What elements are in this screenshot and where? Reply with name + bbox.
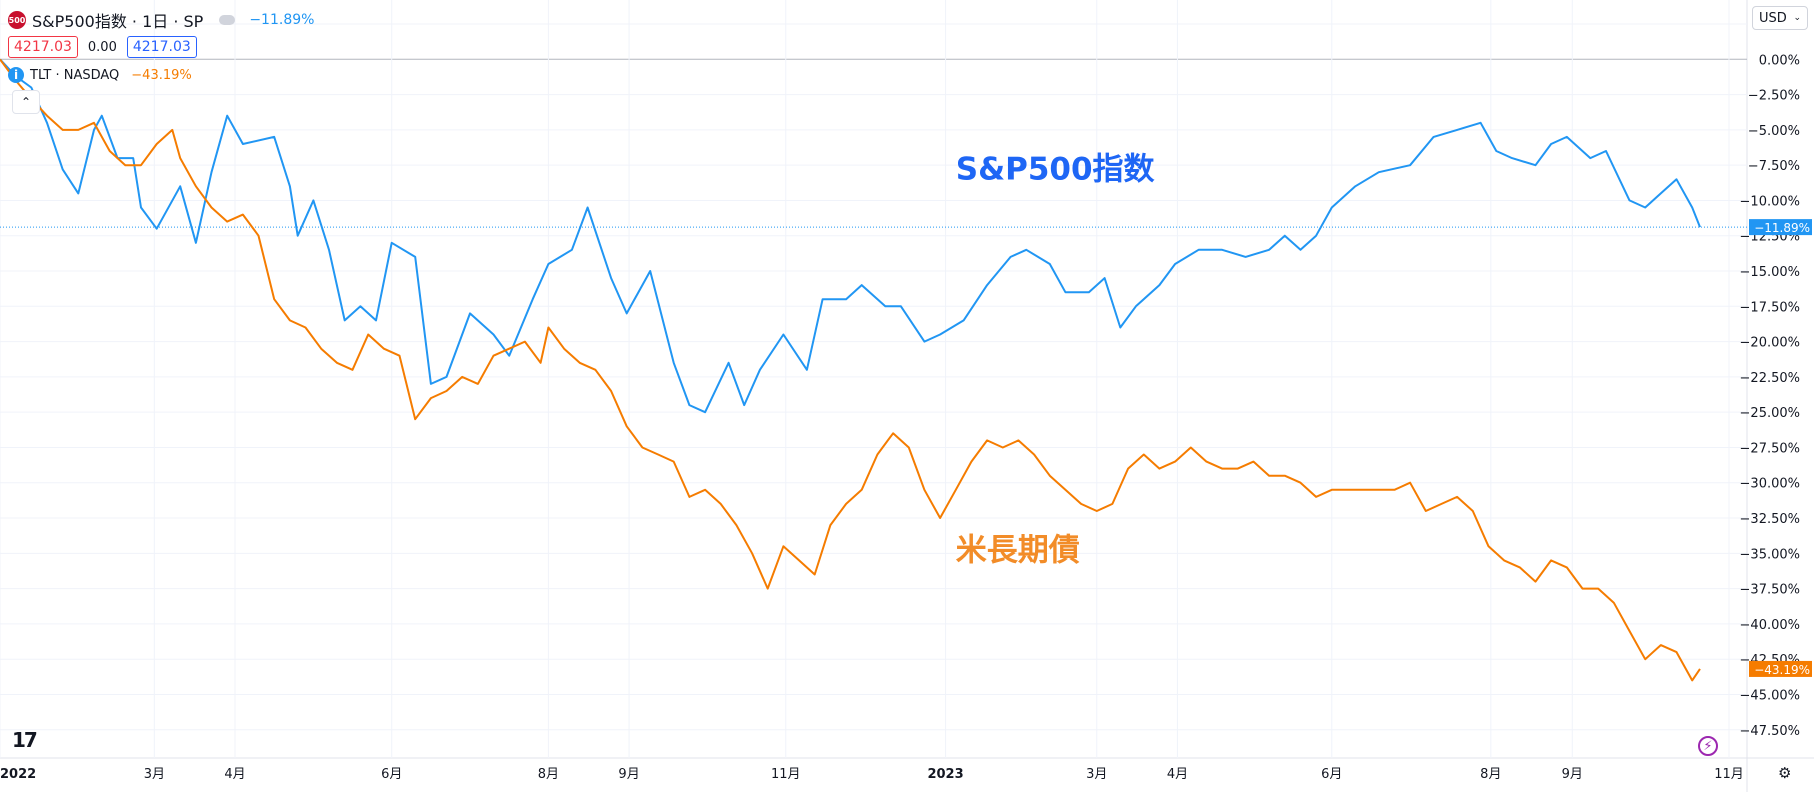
y-tick-label: −7.50% bbox=[1748, 159, 1800, 174]
sp500-logo: 500 bbox=[8, 11, 26, 29]
y-tick-label: −10.00% bbox=[1740, 194, 1800, 209]
x-axis: 2022 3月 4月 6月 8月 9月 11月 2023 3月 4月 6月 8月 9月 11月 bbox=[0, 767, 1744, 782]
tradingview-logo[interactable]: 17 bbox=[12, 728, 38, 752]
currency-select[interactable]: USD ⌄ bbox=[1752, 6, 1808, 30]
y-tick-label: −35.00% bbox=[1740, 547, 1800, 562]
y-tick-label: −37.50% bbox=[1740, 583, 1800, 598]
y-tick-label: −20.00% bbox=[1740, 336, 1800, 351]
info-icon[interactable]: i bbox=[8, 67, 24, 83]
x-tick-label: 2023 bbox=[927, 767, 963, 782]
price-close: 4217.03 bbox=[126, 36, 197, 58]
y-tick-label: −25.00% bbox=[1740, 406, 1800, 421]
x-tick-label: 4月 bbox=[1167, 767, 1188, 782]
last-value-box-1 bbox=[1749, 660, 1812, 677]
y-axis: 2.50%0.00%−2.50%−5.00%−7.50%−10.00%−12.5… bbox=[1740, 18, 1800, 739]
y-tick-label: −40.00% bbox=[1740, 618, 1800, 633]
symbol-title[interactable]: S&P500指数 · 1日 · SP bbox=[32, 12, 204, 31]
compare-change: −43.19% bbox=[131, 67, 192, 83]
price-change: 0.00 bbox=[87, 39, 117, 55]
x-tick-label: 9月 bbox=[618, 767, 639, 782]
series-lines bbox=[0, 58, 1747, 682]
last-value-labels: −11.89% −43.19% bbox=[1749, 219, 1812, 677]
y-tick-label: −27.50% bbox=[1740, 441, 1800, 456]
y-tick-label: −30.00% bbox=[1740, 477, 1800, 492]
x-tick-label: 8月 bbox=[1480, 767, 1501, 782]
y-tick-label: −2.50% bbox=[1748, 89, 1800, 104]
main-legend: 500 S&P500指数 · 1日 · SP −11.89% bbox=[8, 8, 314, 32]
y-tick-label: 0.00% bbox=[1759, 53, 1800, 68]
y-tick-label: −15.00% bbox=[1740, 265, 1800, 280]
ohlc-row: 4217.03 0.00 4217.03 bbox=[8, 36, 197, 58]
y-tick-label: −22.50% bbox=[1740, 371, 1800, 386]
last-value-text-1: −43.19% bbox=[1754, 663, 1810, 677]
y-tick-label: −32.50% bbox=[1740, 512, 1800, 527]
y-tick-label: −17.50% bbox=[1740, 300, 1800, 315]
y-tick-label: −47.50% bbox=[1740, 724, 1800, 739]
y-tick-label: −45.00% bbox=[1740, 688, 1800, 703]
currency-label: USD bbox=[1759, 10, 1787, 26]
series-line-1 bbox=[0, 58, 1701, 682]
x-tick-label: 8月 bbox=[538, 767, 559, 782]
compare-symbol[interactable]: TLT · NASDAQ bbox=[30, 67, 120, 83]
series-line-0 bbox=[0, 58, 1701, 414]
x-tick-label: 4月 bbox=[224, 767, 245, 782]
visibility-toggle-icon[interactable] bbox=[219, 15, 236, 25]
annotation-text-0: S&P500指数 bbox=[956, 151, 1155, 187]
last-value-box-0 bbox=[1749, 219, 1812, 236]
x-tick-label: 3月 bbox=[144, 767, 165, 782]
price-open: 4217.03 bbox=[8, 36, 78, 58]
x-tick-label: 2022 bbox=[0, 767, 36, 782]
x-tick-label: 9月 bbox=[1562, 767, 1583, 782]
x-tick-label: 11月 bbox=[1714, 767, 1744, 782]
chevron-down-icon: ⌄ bbox=[1793, 13, 1801, 23]
x-tick-label: 3月 bbox=[1086, 767, 1107, 782]
main-change: −11.89% bbox=[249, 12, 315, 28]
y-tick-label: −5.00% bbox=[1748, 124, 1800, 139]
annotation-text-1: 米長期債 bbox=[956, 532, 1080, 568]
x-tick-label: 11月 bbox=[771, 767, 801, 782]
last-value-text-0: −11.89% bbox=[1754, 221, 1810, 235]
lightning-icon[interactable]: ⚡ bbox=[1698, 736, 1718, 756]
compare-legend: i TLT · NASDAQ −43.19% bbox=[8, 67, 192, 83]
x-tick-label: 6月 bbox=[1321, 767, 1342, 782]
collapse-legend-button[interactable]: ⌃ bbox=[12, 90, 40, 114]
x-tick-label: 6月 bbox=[381, 767, 402, 782]
gear-icon[interactable]: ⚙ bbox=[1778, 764, 1792, 782]
